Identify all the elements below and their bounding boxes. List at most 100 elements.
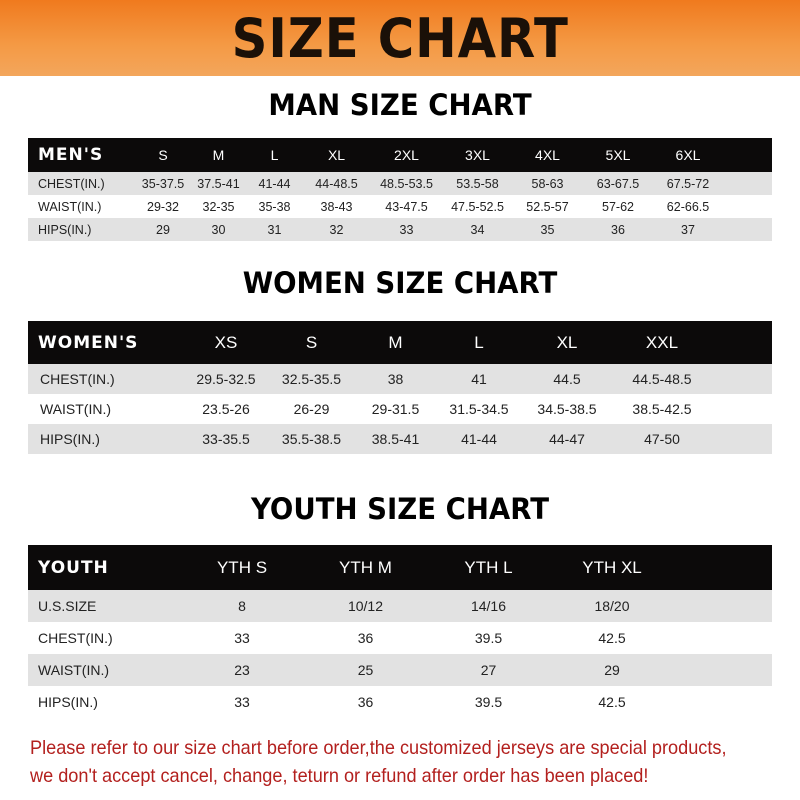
cell: 35-37.5 (141, 176, 185, 191)
cell: 38 (387, 371, 404, 387)
table-row: HIPS(IN.) 33 36 39.5 42.5 (28, 686, 772, 718)
cell: XL (556, 332, 578, 352)
cell: 32 (329, 222, 344, 237)
table-row: U.S.SIZE 8 10/12 14/16 18/20 (28, 590, 772, 622)
row-label: MEN'S (38, 145, 104, 165)
cell: 42.5 (598, 694, 626, 710)
cell: 35 (540, 222, 555, 237)
banner-title: SIZE CHART (231, 6, 569, 70)
cell: 23 (234, 662, 250, 678)
cell: 33-35.5 (202, 431, 250, 447)
cell: S (158, 147, 168, 163)
cell: 2XL (394, 147, 419, 163)
table-row: HIPS(IN.) 33-35.5 35.5-38.5 38.5-41 41-44 44-… (28, 424, 772, 454)
cell: 63-67.5 (596, 176, 640, 191)
table-row: HIPS(IN.) 29 30 31 32 33 34 35 36 37 (28, 218, 772, 241)
men-size-table: MEN'S S M L XL 2XL 3XL 4XL 5XL 6XL CHEST(IN.) 35-37… (28, 138, 772, 241)
row-label: HIPS(IN.) (38, 222, 92, 237)
cell: 38.5-41 (371, 431, 420, 447)
cell: 41-44 (258, 176, 291, 191)
cell: 42.5 (598, 630, 626, 646)
cell: L (474, 332, 484, 352)
notice-line-1: Please refer to our size chart before or… (30, 737, 727, 759)
table-row: CHEST(IN.) 35-37.5 37.5-41 41-44 44-48.5 48.5… (28, 172, 772, 195)
cell: 44.5-48.5 (632, 371, 692, 387)
table-row: WAIST(IN.) 29-32 32-35 35-38 38-43 43-47.5 47.… (28, 195, 772, 218)
cell: 67.5-72 (666, 176, 710, 191)
cell: 27 (480, 662, 497, 678)
notice-line-2: we don't accept cancel, change, teturn o… (30, 765, 649, 787)
cell: 41-44 (461, 431, 497, 447)
row-label: CHEST(IN.) (38, 176, 105, 191)
cell: 39.5 (474, 630, 503, 646)
cell: 14/16 (470, 598, 507, 614)
table-row: CHEST(IN.) 33 36 39.5 42.5 (28, 622, 772, 654)
cell: 58-63 (531, 176, 564, 191)
cell: YTH XL (582, 557, 642, 577)
table-row: WAIST(IN.) 23.5-26 26-29 29-31.5 31.5-34.5 34… (28, 394, 772, 424)
row-label: YOUTH (38, 557, 109, 578)
cell: M (388, 332, 403, 352)
cell: 36 (357, 694, 374, 710)
youth-size-table: YOUTH YTH S YTH M YTH L YTH XL U.S.SIZE 8 10/12… (28, 545, 772, 718)
row-label: WAIST(IN.) (38, 199, 102, 214)
row-label: WAIST(IN.) (38, 662, 110, 678)
cell: 33 (234, 630, 250, 646)
cell: 35-38 (258, 199, 291, 214)
header-row: WOMEN'S XS S M L XL XXL (28, 321, 772, 364)
cell: 38-43 (320, 199, 353, 214)
header-row: YOUTH YTH S YTH M YTH L YTH XL (28, 545, 772, 590)
cell: 43-47.5 (385, 199, 428, 214)
cell: 5XL (605, 147, 631, 163)
youth-section-title: YOUTH SIZE CHART (250, 492, 550, 526)
cell: 32.5-35.5 (281, 371, 342, 387)
row-label: HIPS(IN.) (38, 694, 98, 710)
table-row: WAIST(IN.) 23 25 27 29 (28, 654, 772, 686)
cell: 29-32 (147, 199, 179, 214)
cell: 53.5-58 (456, 176, 499, 191)
cell: 44.5 (553, 371, 581, 387)
cell: 37 (681, 222, 695, 237)
cell: 36 (357, 630, 374, 646)
cell: 52.5-57 (526, 199, 569, 214)
cell: 62-66.5 (666, 199, 710, 214)
cell: 38.5-42.5 (632, 401, 692, 417)
cell: 47.5-52.5 (451, 199, 504, 214)
cell: 47-50 (644, 431, 680, 447)
table-row: CHEST(IN.) 29.5-32.5 32.5-35.5 38 41 44.5 44.5… (28, 364, 772, 394)
cell: 44-48.5 (315, 176, 358, 191)
cell: 32-35 (202, 199, 235, 214)
cell: 4XL (535, 147, 560, 163)
cell: 39.5 (474, 694, 503, 710)
cell: 6XL (675, 147, 701, 163)
cell: 29-31.5 (371, 401, 420, 417)
women-size-table: WOMEN'S XS S M L XL XXL CHEST(IN.) 29.5-32.5 32.5… (28, 321, 772, 454)
cell: 10/12 (347, 598, 384, 614)
cell: XXL (645, 332, 679, 352)
cell: S (305, 332, 318, 352)
row-label: HIPS(IN.) (40, 431, 100, 447)
cell: 31.5-34.5 (449, 401, 509, 417)
cell: 35.5-38.5 (281, 431, 342, 447)
cell: 37.5-41 (197, 176, 240, 191)
cell: 26-29 (293, 401, 330, 417)
row-label: CHEST(IN.) (38, 630, 113, 646)
cell: 23.5-26 (202, 401, 250, 417)
row-label: U.S.SIZE (38, 598, 97, 614)
cell: 29 (156, 222, 170, 237)
cell: L (270, 147, 279, 163)
cell: 29.5-32.5 (196, 371, 256, 387)
cell: 44-47 (549, 431, 585, 447)
men-section-title: MAN SIZE CHART (268, 88, 532, 122)
cell: 57-62 (602, 199, 634, 214)
cell: 34 (470, 222, 485, 237)
cell: 29 (604, 662, 620, 678)
cell: YTH L (464, 557, 513, 577)
row-label: WAIST(IN.) (40, 401, 112, 417)
cell: YTH S (216, 557, 268, 577)
women-section-title: WOMEN SIZE CHART (242, 266, 558, 300)
cell: XS (214, 332, 238, 352)
cell: 34.5-38.5 (537, 401, 597, 417)
row-label: CHEST(IN.) (40, 371, 115, 387)
cell: M (212, 147, 225, 163)
